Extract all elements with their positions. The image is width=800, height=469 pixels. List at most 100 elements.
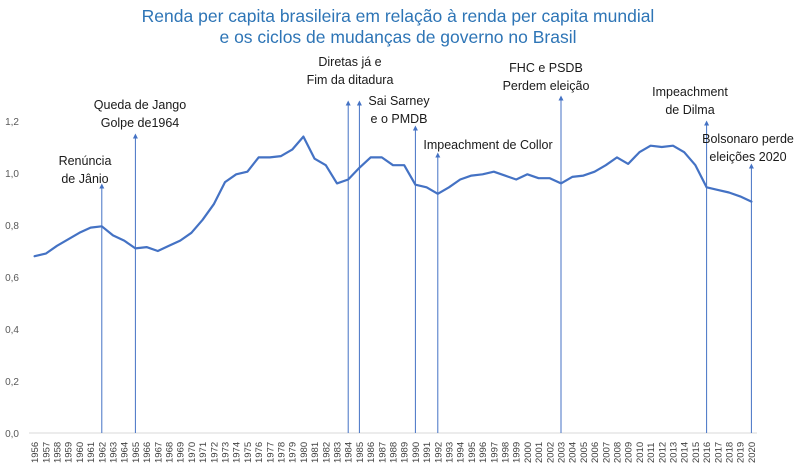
data-point bbox=[592, 169, 597, 174]
data-point bbox=[122, 238, 127, 243]
x-tick-label: 1968 bbox=[165, 442, 176, 463]
x-tick-label: 2012 bbox=[657, 442, 668, 463]
y-tick-label: 0,2 bbox=[5, 377, 19, 388]
data-point bbox=[99, 224, 104, 229]
x-tick-label: 1963 bbox=[109, 442, 120, 463]
data-point bbox=[424, 185, 429, 190]
data-point bbox=[346, 177, 351, 182]
x-tick-label: 1985 bbox=[355, 442, 366, 463]
data-point bbox=[581, 173, 586, 178]
data-point bbox=[391, 163, 396, 168]
data-point bbox=[659, 145, 664, 150]
data-point bbox=[55, 243, 60, 248]
data-point bbox=[693, 163, 698, 168]
annotation-label-1962: de Jânio bbox=[61, 172, 108, 186]
annotation-label-1992: Impeachment de Collor bbox=[423, 138, 552, 152]
y-axis: 0,0 0,2 0,4 0,6 0,8 1,0 1,2 bbox=[5, 117, 19, 440]
data-point bbox=[245, 169, 250, 174]
data-point bbox=[167, 243, 172, 248]
data-point bbox=[66, 237, 71, 242]
x-tick-label: 1966 bbox=[142, 442, 153, 463]
y-tick-label: 1,0 bbox=[5, 169, 19, 180]
x-tick-label: 1991 bbox=[422, 442, 433, 463]
x-tick-label: 1997 bbox=[489, 442, 500, 463]
x-tick-label: 1995 bbox=[467, 442, 478, 463]
data-point bbox=[267, 155, 272, 160]
x-tick-label: 2017 bbox=[713, 442, 724, 463]
x-tick-label: 1962 bbox=[97, 442, 108, 463]
x-tick-label: 1996 bbox=[478, 442, 489, 463]
chart-title: Renda per capita brasileira em relação à… bbox=[142, 6, 655, 26]
data-point bbox=[301, 134, 306, 139]
data-point bbox=[727, 190, 732, 195]
data-point bbox=[704, 185, 709, 190]
x-tick-label: 1989 bbox=[400, 442, 411, 463]
x-tick-label: 1958 bbox=[53, 442, 64, 463]
annotation-label-1990: Sai Sarney bbox=[368, 94, 430, 108]
x-tick-label: 1992 bbox=[433, 442, 444, 463]
x-tick-label: 1964 bbox=[120, 442, 131, 463]
x-tick-label: 1986 bbox=[366, 442, 377, 463]
x-tick-label: 1972 bbox=[209, 442, 220, 463]
y-tick-label: 0,0 bbox=[5, 429, 19, 440]
annotation-label-1990: e o PMDB bbox=[371, 112, 428, 126]
x-tick-label: 2013 bbox=[669, 442, 680, 463]
data-point bbox=[615, 155, 620, 160]
x-tick-label: 1961 bbox=[86, 442, 97, 463]
data-point bbox=[357, 165, 362, 170]
data-point bbox=[335, 181, 340, 186]
x-tick-label: 1956 bbox=[30, 442, 41, 463]
x-tick-label: 2011 bbox=[646, 443, 657, 463]
x-tick-label: 1967 bbox=[153, 442, 164, 463]
x-tick-label: 1957 bbox=[41, 442, 52, 463]
x-tick-label: 1980 bbox=[299, 442, 310, 463]
data-point bbox=[738, 194, 743, 199]
data-point bbox=[77, 230, 82, 235]
annotation-label-2003: Perdem eleição bbox=[503, 79, 590, 93]
x-tick-label: 2002 bbox=[545, 442, 556, 463]
data-point bbox=[290, 147, 295, 152]
data-point bbox=[133, 246, 138, 251]
data-point bbox=[155, 249, 160, 254]
data-point bbox=[234, 172, 239, 177]
x-tick-label: 2003 bbox=[557, 442, 568, 463]
data-point bbox=[603, 163, 608, 168]
data-point bbox=[211, 202, 216, 207]
x-tick-label: 1975 bbox=[243, 442, 254, 463]
x-tick-label: 1982 bbox=[321, 442, 332, 463]
data-point bbox=[32, 254, 37, 259]
x-tick-label: 2014 bbox=[680, 442, 691, 463]
data-point bbox=[402, 163, 407, 168]
data-point bbox=[88, 225, 93, 230]
x-tick-label: 1993 bbox=[445, 442, 456, 463]
annotation-label-2016: Impeachment bbox=[652, 85, 728, 99]
data-point bbox=[223, 180, 228, 185]
x-tick-label: 2008 bbox=[613, 442, 624, 463]
data-point bbox=[525, 172, 530, 177]
x-tick-label: 2000 bbox=[523, 442, 534, 463]
data-point bbox=[200, 217, 205, 222]
x-tick-label: 2006 bbox=[590, 442, 601, 463]
annotation-label-2016: de Dilma bbox=[665, 103, 714, 117]
x-tick-label: 2007 bbox=[601, 442, 612, 463]
y-tick-label: 0,6 bbox=[5, 273, 19, 284]
x-tick-label: 2016 bbox=[702, 442, 713, 463]
data-point bbox=[570, 174, 575, 179]
data-point bbox=[379, 155, 384, 160]
x-tick-label: 2018 bbox=[725, 442, 736, 463]
x-tick-label: 1965 bbox=[131, 442, 142, 463]
data-point bbox=[480, 172, 485, 177]
annotation-label-1984: Fim da ditadura bbox=[307, 73, 394, 87]
data-point bbox=[682, 150, 687, 155]
data-point bbox=[559, 181, 564, 186]
data-point bbox=[715, 187, 720, 192]
annotation-label-1984: Diretas já e bbox=[318, 55, 381, 69]
data-point bbox=[178, 238, 183, 243]
x-tick-label: 1998 bbox=[501, 442, 512, 463]
data-point bbox=[312, 156, 317, 161]
x-tick-label: 2019 bbox=[736, 442, 747, 463]
data-point bbox=[648, 143, 653, 148]
x-tick-label: 2020 bbox=[747, 442, 758, 463]
data-point bbox=[368, 155, 373, 160]
y-tick-label: 1,2 bbox=[5, 117, 19, 128]
